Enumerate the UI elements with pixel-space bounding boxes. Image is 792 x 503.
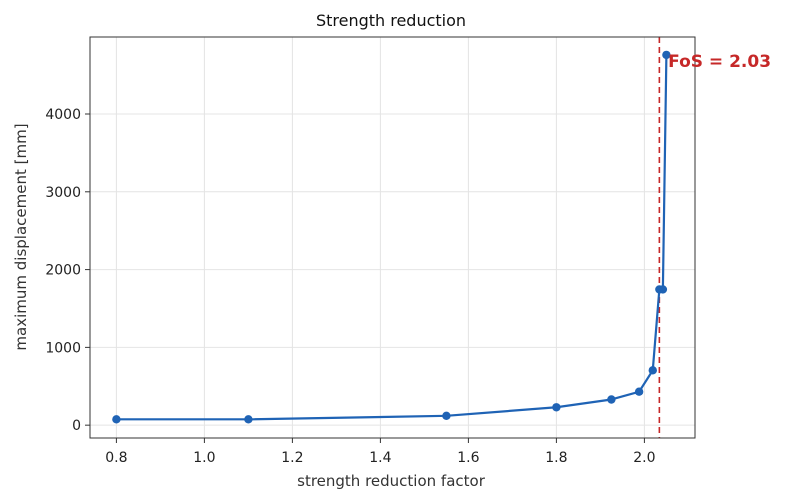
data-point <box>662 50 671 60</box>
x-tick-label: 1.0 <box>193 450 215 466</box>
data-point <box>244 415 253 424</box>
data-point <box>442 411 451 421</box>
y-axis-label: maximum displacement [mm] <box>12 123 30 350</box>
data-point <box>112 415 121 424</box>
y-tick-label: 0 <box>72 418 81 434</box>
x-tick-label: 2.0 <box>633 450 655 466</box>
y-tick-label: 2000 <box>45 263 81 279</box>
y-tick-label: 4000 <box>45 107 81 123</box>
chart-title: Strength reduction <box>316 11 466 30</box>
x-tick-label: 0.8 <box>105 450 127 466</box>
fos-annotation: FoS = 2.03 <box>668 52 771 72</box>
axis-ticks: 0.8 1.0 1.2 1.4 1.6 1.8 2.0 0 1000 2000 3000 4000 <box>45 107 655 466</box>
y-tick-label: 1000 <box>45 340 81 356</box>
x-tick-label: 1.6 <box>457 450 479 466</box>
data-point <box>634 387 644 396</box>
data-point <box>607 395 616 404</box>
x-axis-label: strength reduction factor <box>297 472 486 490</box>
grid-lines <box>90 37 695 438</box>
plot-frame <box>89 36 696 439</box>
data-point <box>552 403 561 412</box>
series-group <box>112 50 671 424</box>
y-tick-label: 3000 <box>45 185 81 201</box>
data-point <box>658 285 668 294</box>
x-tick-label: 1.2 <box>281 450 303 466</box>
x-tick-label: 1.8 <box>545 450 567 466</box>
x-tick-label: 1.4 <box>369 450 391 466</box>
data-point <box>648 366 657 375</box>
